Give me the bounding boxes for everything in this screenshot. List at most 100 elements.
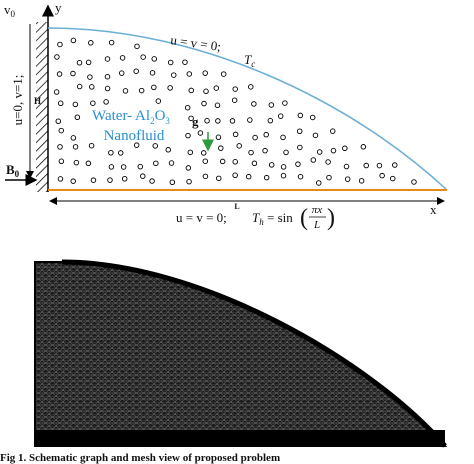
fluid-label-2: Nanofluid [104,128,165,144]
particle [121,176,128,182]
fluid-sub1: 2 [150,116,155,126]
particles [53,37,417,186]
particle [411,179,417,185]
particle [149,178,155,184]
th-label: Th = sin [252,210,293,227]
particle [57,41,63,48]
top-boundary [47,27,448,191]
height-label: H [34,96,41,106]
particle [58,127,65,134]
bottom-bc: u = v = 0; [176,210,227,225]
particle [215,134,222,141]
particle [187,149,194,156]
particle [155,98,162,104]
particle [104,73,111,80]
particle [202,158,209,164]
particle [185,165,192,171]
particle [90,100,96,106]
tc-label: Tc [244,52,255,69]
wall-hatch [36,22,48,192]
particle [56,71,63,77]
particle [90,177,97,183]
particle [120,164,127,170]
particle [343,163,350,170]
particle [167,59,174,66]
particle [70,37,77,44]
particle [139,173,146,179]
particle [315,180,322,186]
particle [252,134,258,141]
particle [248,84,254,90]
b0-sub: 0 [15,169,20,179]
particle [310,157,317,163]
particle [108,149,114,156]
particle [58,158,65,165]
particle [358,178,365,184]
th-sub: h [259,217,264,227]
particle [280,164,287,170]
particle [220,71,227,77]
particle [197,130,204,136]
particle [268,162,275,168]
particle [392,162,398,168]
particle [309,114,316,121]
particle [54,54,60,60]
particle [76,60,83,66]
particle [360,144,367,150]
particle [74,114,81,120]
particle [53,89,60,95]
particle [169,179,176,185]
particle [247,117,253,123]
particle [167,85,173,91]
particle [330,147,337,154]
particle [122,88,129,94]
particle [182,59,188,65]
particle [251,101,257,107]
particle [232,86,238,92]
frac-den: L [313,219,320,231]
fluid-b: O [155,108,166,124]
particle [214,102,221,109]
particle [140,54,146,60]
tc-sub: c [251,59,255,69]
particle [87,74,93,80]
particle [104,85,111,92]
particle [282,100,288,106]
fluid-label: Water- Al2O3 [92,108,170,126]
particle [137,163,144,170]
th-base: T [252,210,260,225]
particle [229,118,236,124]
particle [201,100,207,107]
particle [202,70,208,76]
particle [263,174,270,181]
mesh-refined-bottom [35,430,445,446]
particle [70,70,76,77]
particle [267,117,274,124]
particle [262,147,268,154]
particle [184,104,191,111]
particle [76,83,83,90]
top-bc: u = v = 0; [170,32,222,54]
particle [297,112,304,119]
particle [316,149,323,155]
particle [103,99,109,105]
particle [325,159,331,165]
particle [330,128,336,134]
particle [363,162,369,169]
particle [170,72,177,78]
particle [280,172,287,179]
particle [188,115,194,122]
particle [133,68,139,74]
particle [73,159,80,166]
particle [152,143,158,149]
particle [376,162,383,169]
particle [57,144,63,150]
gravity-label: g [192,114,199,129]
length-label: L [234,202,239,211]
particle [119,55,126,61]
particle [231,97,238,103]
particle [297,144,303,151]
particle [216,175,222,182]
particle [188,87,195,94]
y-axis-label: y [55,0,62,15]
